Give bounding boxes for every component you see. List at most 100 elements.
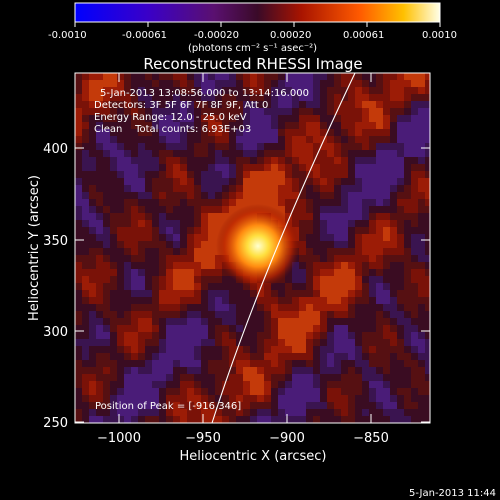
map-pixel: [285, 353, 292, 360]
map-pixel: [243, 192, 250, 199]
map-pixel: [96, 185, 103, 192]
map-pixel: [110, 346, 117, 353]
map-pixel: [152, 339, 159, 346]
map-pixel: [124, 269, 131, 276]
map-pixel: [82, 304, 89, 311]
map-pixel: [243, 416, 250, 423]
map-pixel: [131, 325, 138, 332]
map-pixel: [103, 129, 110, 136]
map-pixel: [138, 409, 145, 416]
map-pixel: [369, 248, 376, 255]
map-pixel: [215, 297, 222, 304]
map-pixel: [390, 283, 397, 290]
map-pixel: [313, 297, 320, 304]
map-pixel: [271, 87, 278, 94]
map-pixel: [369, 115, 376, 122]
map-pixel: [117, 143, 124, 150]
map-pixel: [194, 199, 201, 206]
map-pixel: [411, 101, 418, 108]
map-pixel: [117, 325, 124, 332]
map-pixel: [243, 122, 250, 129]
map-pixel: [348, 416, 355, 423]
map-pixel: [243, 388, 250, 395]
map-pixel: [194, 297, 201, 304]
map-pixel: [159, 87, 166, 94]
info-detectors: Detectors: 3F 5F 6F 7F 8F 9F, Att 0: [94, 100, 268, 111]
map-pixel: [334, 185, 341, 192]
map-pixel: [320, 87, 327, 94]
map-pixel: [313, 318, 320, 325]
map-pixel: [243, 150, 250, 157]
map-pixel: [173, 192, 180, 199]
map-pixel: [404, 213, 411, 220]
map-pixel: [334, 101, 341, 108]
map-pixel: [362, 157, 369, 164]
map-pixel: [341, 115, 348, 122]
map-pixel: [145, 129, 152, 136]
map-pixel: [222, 143, 229, 150]
map-pixel: [110, 269, 117, 276]
map-pixel: [285, 122, 292, 129]
map-pixel: [383, 206, 390, 213]
map-pixel: [138, 318, 145, 325]
map-pixel: [152, 325, 159, 332]
map-pixel: [376, 339, 383, 346]
map-pixel: [327, 332, 334, 339]
map-pixel: [187, 171, 194, 178]
map-pixel: [250, 388, 257, 395]
map-pixel: [201, 374, 208, 381]
map-pixel: [124, 276, 131, 283]
map-pixel: [313, 94, 320, 101]
map-pixel: [201, 402, 208, 409]
map-pixel: [250, 150, 257, 157]
map-pixel: [75, 80, 82, 87]
map-pixel: [145, 248, 152, 255]
map-pixel: [425, 262, 430, 269]
map-pixel: [103, 164, 110, 171]
map-pixel: [341, 297, 348, 304]
map-pixel: [257, 87, 264, 94]
map-pixel: [124, 185, 131, 192]
map-pixel: [341, 122, 348, 129]
map-pixel: [313, 199, 320, 206]
map-pixel: [292, 178, 299, 185]
map-pixel: [348, 87, 355, 94]
map-pixel: [229, 374, 236, 381]
map-pixel: [208, 234, 215, 241]
map-pixel: [173, 234, 180, 241]
map-pixel: [404, 171, 411, 178]
map-pixel: [418, 80, 425, 87]
map-pixel: [75, 94, 82, 101]
map-pixel: [215, 192, 222, 199]
map-pixel: [292, 311, 299, 318]
map-pixel: [96, 199, 103, 206]
map-pixel: [215, 374, 222, 381]
map-pixel: [334, 192, 341, 199]
map-pixel: [369, 136, 376, 143]
map-pixel: [131, 206, 138, 213]
map-pixel: [201, 157, 208, 164]
map-pixel: [131, 381, 138, 388]
map-pixel: [327, 255, 334, 262]
map-pixel: [187, 234, 194, 241]
map-pixel: [229, 178, 236, 185]
map-pixel: [236, 374, 243, 381]
map-pixel: [110, 241, 117, 248]
map-pixel: [117, 157, 124, 164]
map-pixel: [250, 416, 257, 423]
map-pixel: [257, 136, 264, 143]
map-pixel: [299, 80, 306, 87]
map-pixel: [243, 374, 250, 381]
map-pixel: [201, 367, 208, 374]
map-pixel: [369, 367, 376, 374]
map-pixel: [306, 164, 313, 171]
map-pixel: [320, 220, 327, 227]
map-pixel: [173, 318, 180, 325]
map-pixel: [110, 374, 117, 381]
map-pixel: [257, 115, 264, 122]
map-pixel: [425, 367, 430, 374]
map-pixel: [201, 304, 208, 311]
map-pixel: [411, 178, 418, 185]
map-pixel: [292, 374, 299, 381]
map-pixel: [299, 241, 306, 248]
